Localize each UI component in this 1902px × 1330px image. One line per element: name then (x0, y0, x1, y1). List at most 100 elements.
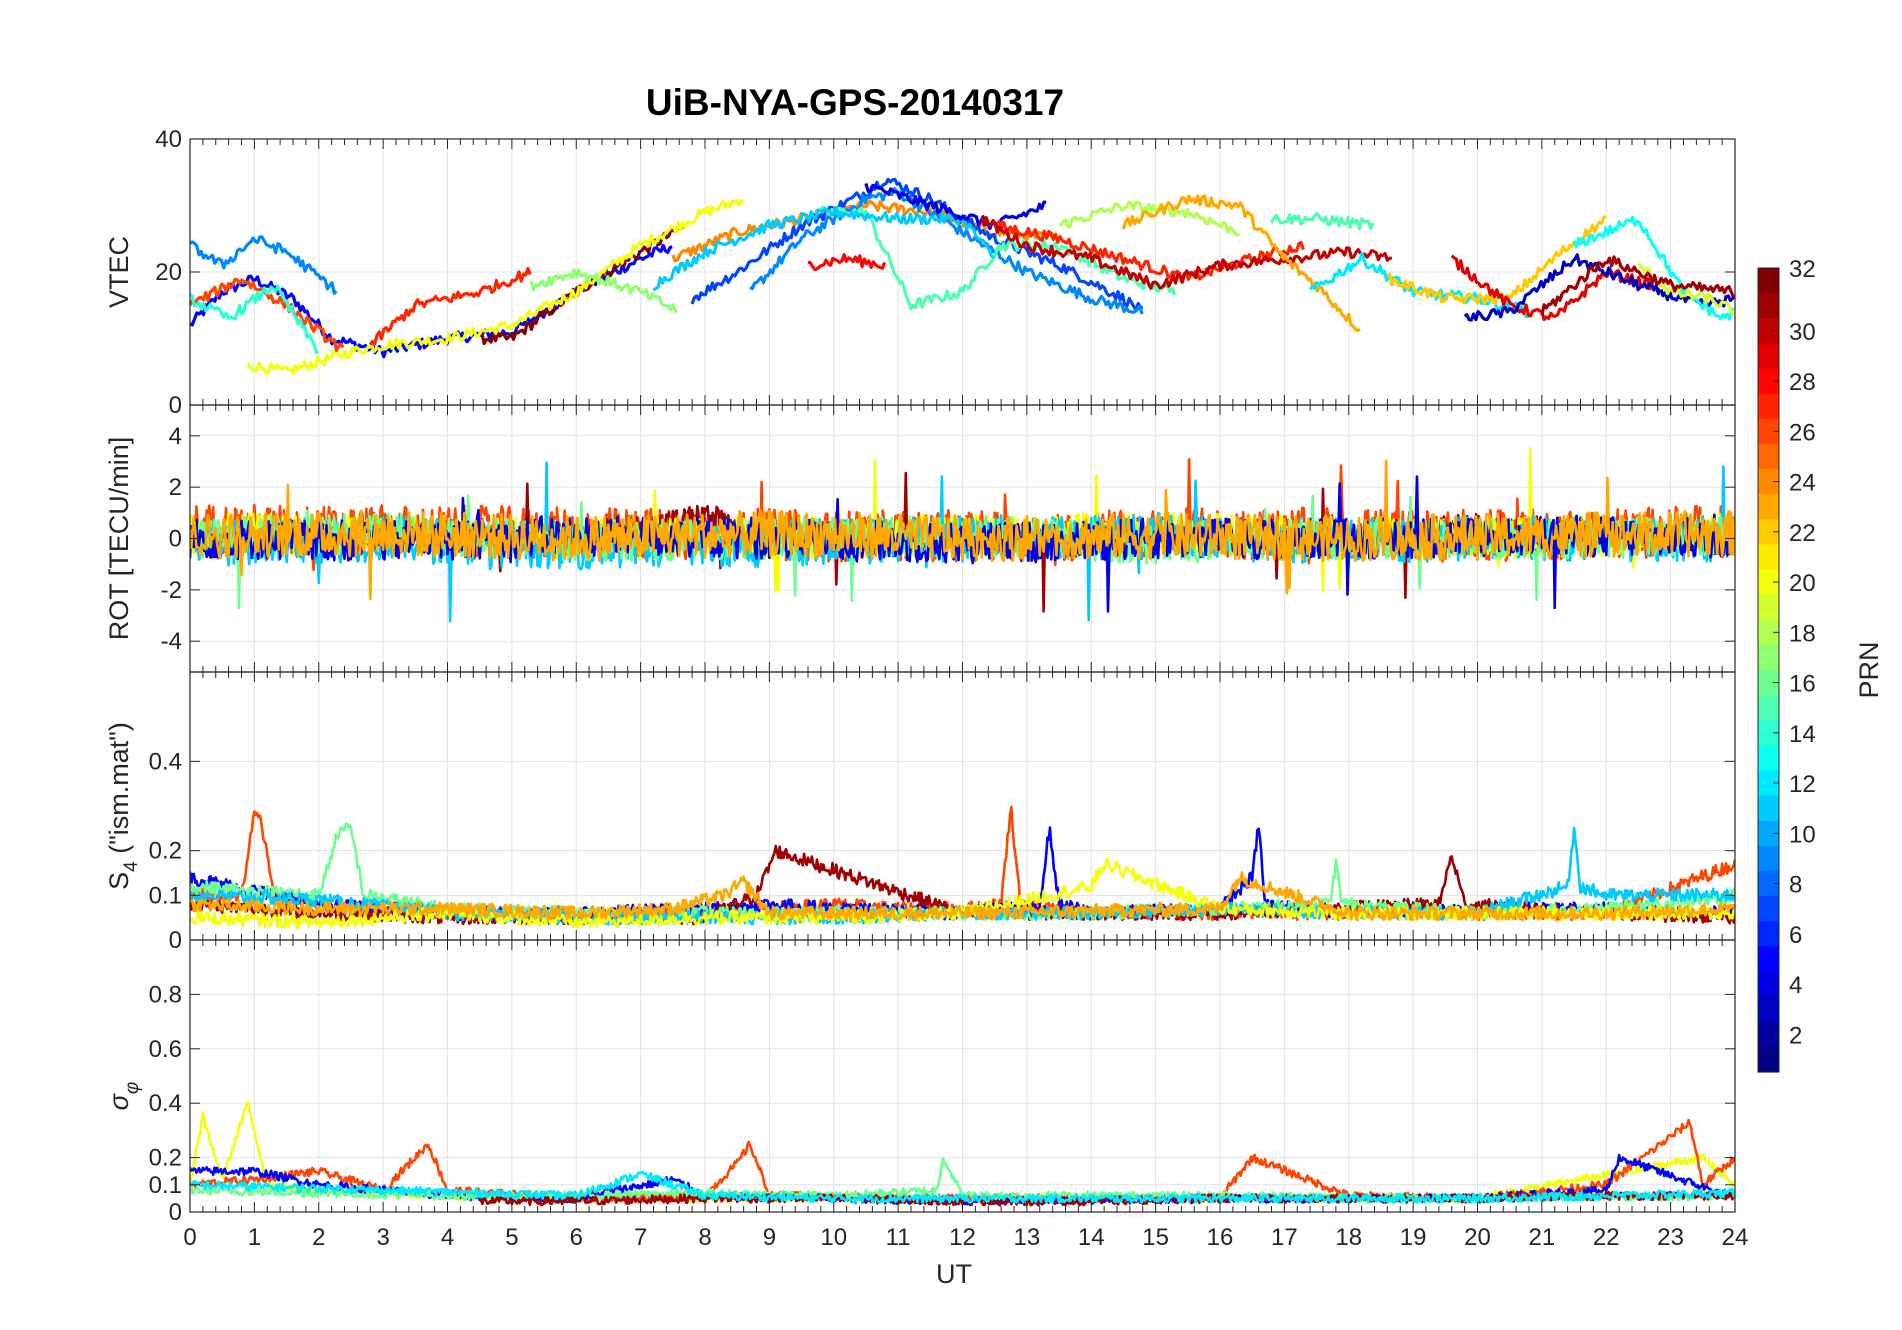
x-tick-label: 9 (763, 1224, 776, 1251)
vtec-series-prn-28-9 (807, 253, 887, 272)
x-tick-label: 7 (634, 1224, 647, 1251)
s4-y-tick-label: 0 (169, 927, 182, 954)
colorbar-swatch-15 (1758, 695, 1779, 721)
s4-y-tick-label: 0.2 (149, 838, 182, 865)
colorbar-tick-label: 14 (1789, 721, 1816, 748)
rot-y-axis-label: ROT [TECU/min] (104, 437, 134, 641)
colorbar-swatch-18 (1758, 619, 1779, 646)
x-tick-label: 6 (570, 1224, 583, 1251)
colorbar-tick-label: 6 (1789, 922, 1802, 949)
s4-label-s: S (104, 872, 134, 890)
colorbar-tick-label: 22 (1789, 520, 1816, 547)
colorbar-swatch-1 (1758, 1046, 1779, 1073)
x-tick-label: 4 (441, 1224, 454, 1251)
vtec-series-prn-15-14 (1270, 212, 1375, 231)
vtec-series-prn-14-23 (190, 284, 319, 355)
colorbar-swatch-6 (1758, 921, 1779, 947)
x-tick-label: 2 (312, 1224, 325, 1251)
vtec-series-prn-11-7 (652, 206, 995, 292)
x-tick-label: 22 (1593, 1224, 1620, 1251)
colorbar-swatch-24 (1758, 469, 1779, 495)
colorbar-swatch-32 (1758, 268, 1779, 294)
vtec-series (190, 177, 1735, 376)
x-tick-label: 11 (886, 1224, 911, 1251)
sigma-phi-y-tick-label: 0.8 (149, 981, 182, 1008)
colorbar-swatch-25 (1758, 443, 1779, 470)
colorbar-tick-label: 30 (1789, 319, 1816, 346)
vtec-series-prn-20-2 (246, 199, 745, 376)
s4-label-sub: 4 (121, 861, 142, 872)
vtec-series-prn-30-11 (980, 216, 1393, 290)
colorbar-swatch-31 (1758, 293, 1779, 319)
vtec-series-prn-31-26 (1540, 255, 1735, 316)
x-tick-label: 19 (1400, 1224, 1427, 1251)
colorbar-swatch-23 (1758, 494, 1779, 520)
rot-y-tick-label: 2 (169, 474, 182, 501)
colorbar-swatch-22 (1758, 519, 1779, 545)
colorbar-swatch-19 (1758, 594, 1779, 621)
colorbar-swatch-9 (1758, 845, 1779, 872)
sigma-label-sub: φ (122, 1082, 143, 1094)
colorbar-swatch-8 (1758, 871, 1779, 897)
colorbar-tick-label: 28 (1789, 369, 1816, 396)
sigma-phi-grid (189, 940, 1736, 1213)
s4-series (190, 805, 1735, 930)
x-tick-label: 16 (1207, 1224, 1234, 1251)
vtec-series-prn-4-8 (864, 182, 1047, 231)
x-tick-label: 18 (1335, 1224, 1362, 1251)
vtec-series-prn-3-18 (1463, 253, 1735, 322)
colorbar-swatch-28 (1758, 368, 1779, 395)
x-tick-label: 20 (1464, 1224, 1491, 1251)
rot-series-prn-23-6 (190, 459, 1735, 601)
colorbar-swatch-11 (1758, 795, 1779, 822)
colorbar-swatch-29 (1758, 343, 1779, 370)
vtec-series-prn-27-24 (368, 266, 532, 346)
colorbar-swatch-13 (1758, 745, 1779, 772)
colorbar-tick-label: 10 (1789, 821, 1816, 848)
colorbar-tick-label: 4 (1789, 972, 1802, 999)
vtec-series-prn-9-21 (190, 235, 338, 295)
rot-y-tick-label: 4 (169, 423, 182, 450)
vtec-y-tick-label: 40 (155, 126, 182, 153)
colorbar-swatch-7 (1758, 896, 1779, 922)
vtec-ticks (189, 138, 1736, 406)
colorbar-swatch-4 (1758, 971, 1779, 998)
colorbar-swatch-27 (1758, 393, 1779, 420)
colorbar-tick-label: 8 (1789, 872, 1802, 899)
colorbar-tick-label: 20 (1789, 570, 1816, 597)
x-tick-label: 0 (183, 1224, 196, 1251)
colorbar-tick-label: 16 (1789, 671, 1816, 698)
x-axis-label: UT (936, 1259, 972, 1289)
rot-series (190, 446, 1735, 623)
x-tick-label: 12 (949, 1224, 976, 1251)
colorbar-tick-label: 24 (1789, 470, 1816, 497)
chart-title: UiB-NYA-GPS-20140317 (646, 82, 1064, 123)
vtec-series-prn-17-25 (529, 268, 678, 313)
colorbar-swatch-30 (1758, 318, 1779, 344)
colorbar-swatch-12 (1758, 770, 1779, 797)
s4-y-axis-label: S4 ("ism.mat") (104, 722, 142, 890)
colorbar-swatch-10 (1758, 820, 1779, 847)
sigma-label-sigma: σ (104, 1092, 134, 1110)
colorbar-swatch-3 (1758, 996, 1779, 1023)
x-tick-label: 17 (1271, 1224, 1298, 1251)
sigma-phi-y-tick-label: 0.4 (149, 1090, 182, 1117)
sigma-phi-y-axis-label: σφ (104, 1082, 143, 1111)
vtec-series-prn-18-12 (1059, 200, 1241, 237)
s4-y-tick-label: 0.4 (149, 748, 182, 775)
vtec-y-axis-label: VTEC (104, 236, 134, 308)
colorbar-label: PRN (1854, 641, 1884, 698)
colorbar-swatch-5 (1758, 946, 1779, 973)
colorbar-swatch-17 (1758, 644, 1779, 671)
rot-ticks (189, 405, 1736, 672)
sigma-phi-y-tick-label: 0.2 (149, 1145, 182, 1172)
sigma-phi-ticks (189, 940, 1736, 1213)
x-tick-label: 15 (1142, 1224, 1169, 1251)
sigma-phi-y-tick-label: 0 (169, 1199, 182, 1226)
vtec-series-prn-22-16 (1386, 214, 1607, 306)
sigma-phi-y-tick-label: 0.6 (149, 1036, 182, 1063)
